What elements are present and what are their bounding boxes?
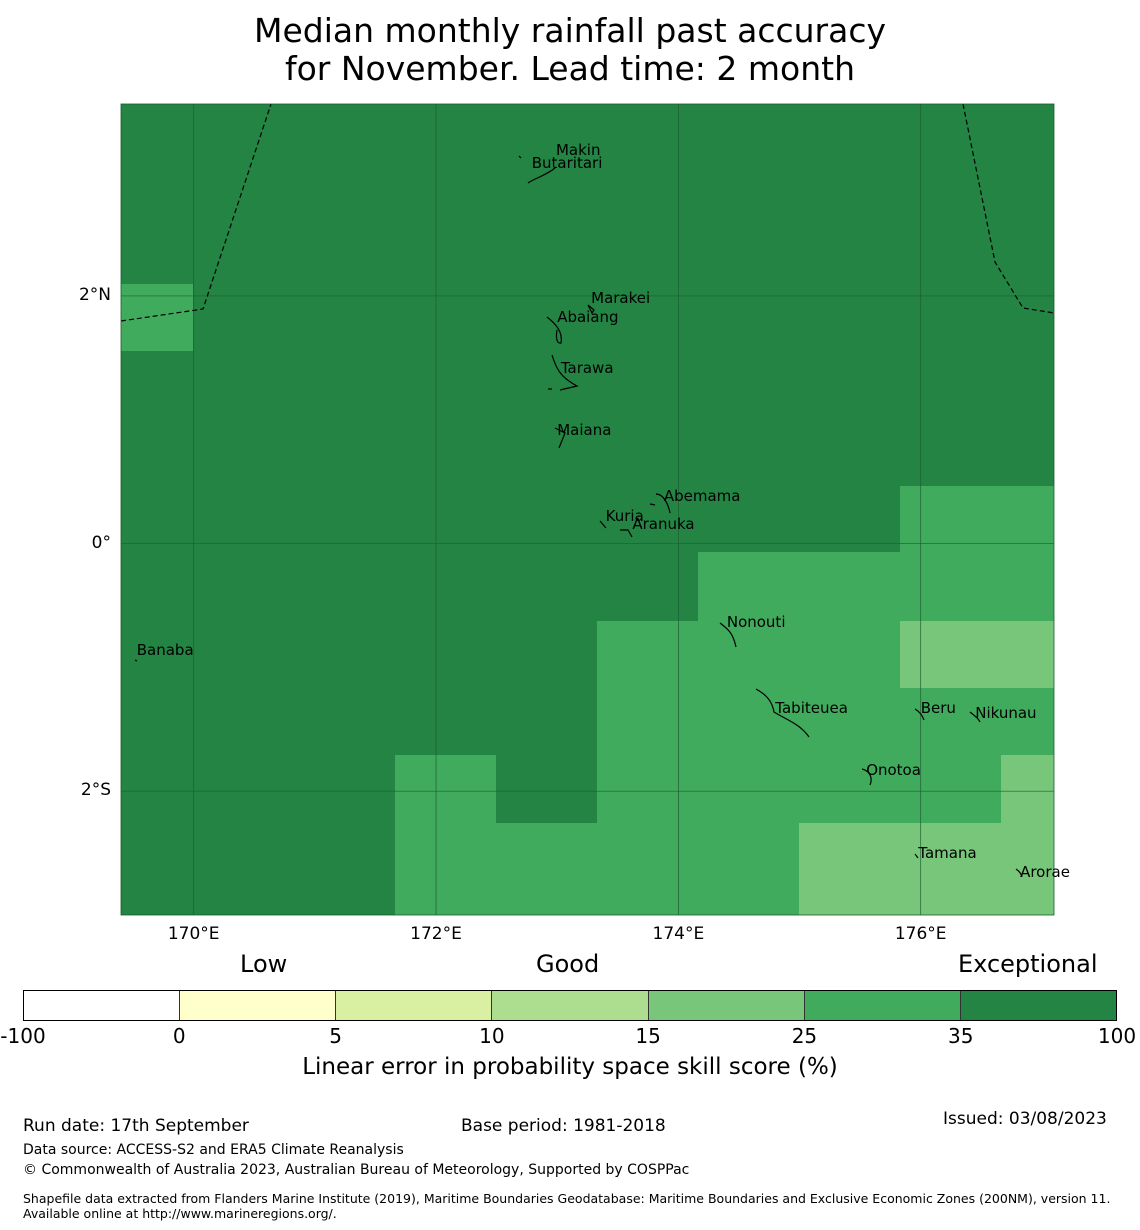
colorbar-tick-label: 0: [172, 1024, 186, 1048]
island-coastline: [649, 493, 671, 514]
island-coastline: [861, 768, 872, 786]
island-label: Tabiteuea: [775, 699, 848, 718]
colorbar-tick-label: -100: [0, 1024, 46, 1048]
colorbar-segment: [960, 991, 1116, 1020]
data-source: Data source: ACCESS-S2 and ERA5 Climate …: [23, 1142, 404, 1158]
island-label: Nikunau: [975, 704, 1037, 723]
colorbar-tick-label: 5: [329, 1024, 342, 1048]
island-label: Makin: [555, 140, 601, 159]
island-coastline: [554, 427, 566, 449]
skill-cell-region: [395, 621, 1054, 915]
island-label: Abemama: [663, 487, 741, 506]
colorbar-segment: [24, 991, 181, 1020]
colorbar-category-low: Low: [240, 950, 288, 978]
colorbar: [23, 990, 1117, 1021]
colorbar-segment: [336, 991, 493, 1020]
skill-cell-region: [900, 621, 1054, 688]
longitude-tick-label: 174°E: [652, 924, 705, 944]
island-coastline: [518, 155, 522, 159]
base-period: Base period: 1981-2018: [461, 1116, 666, 1136]
longitude-tick-label: 172°E: [410, 924, 462, 944]
island-label: Arorae: [1020, 862, 1070, 881]
colorbar-tick-label: 25: [791, 1024, 818, 1048]
island-coastline: [755, 688, 810, 738]
colorbar-tick-label: 10: [479, 1024, 505, 1048]
island-coastline: [587, 304, 595, 315]
skill-cell-region: [900, 486, 1054, 621]
colorbar-segment: [804, 991, 961, 1020]
colorbar-label: Linear error in probability space skill …: [302, 1054, 838, 1080]
island-label: Nonouti: [726, 612, 786, 631]
eez-boundaries: [120, 103, 1055, 322]
copyright: © Commonwealth of Australia 2023, Austra…: [23, 1162, 690, 1178]
map-title-line-2: for November. Lead time: 2 month: [284, 49, 855, 88]
island-coastline: [548, 354, 579, 391]
island-coastline: [546, 316, 562, 344]
run-date: Run date: 17th September: [23, 1116, 249, 1136]
island-coastline: [914, 853, 919, 859]
skill-cell-region: [698, 552, 900, 621]
map-title-line-1: Median monthly rainfall past accuracy: [253, 11, 887, 50]
graticule: [121, 104, 1054, 915]
colorbar-segment: [648, 991, 805, 1020]
latitude-tick-label: 0°: [91, 532, 111, 553]
skill-cell-region: [799, 823, 1054, 915]
island-label: Tamana: [918, 844, 977, 863]
island-coastline: [1015, 868, 1023, 878]
colorbar-tick-label: 100: [1097, 1024, 1137, 1048]
island-label: Banaba: [136, 641, 194, 660]
island-coastline: [969, 711, 981, 723]
longitude-tick-label: 170°E: [167, 924, 220, 944]
island-coastline: [134, 659, 138, 662]
island-label: Maiana: [557, 420, 612, 439]
island-coastline: [527, 167, 556, 184]
eez-boundary-west: [120, 103, 272, 322]
island-coastline: [599, 520, 633, 538]
colorbar-segment: [492, 991, 649, 1020]
map-frame: [120, 103, 1055, 916]
eez-boundary-east: [962, 103, 1055, 314]
island-label: Onotoa: [866, 761, 921, 780]
colorbar-tick-label: 35: [947, 1024, 974, 1048]
longitude-tick-label: 176°E: [894, 924, 947, 944]
map-panel: [120, 103, 1055, 916]
skill-cell-region: [121, 284, 193, 351]
island-coastlines: [134, 155, 1023, 878]
colorbar-category-good: Good: [536, 950, 600, 978]
latitude-tick-label: 2°N: [78, 284, 111, 305]
island-label: Aranuka: [632, 514, 695, 533]
island-coastline: [719, 622, 737, 648]
island-label: Tarawa: [560, 358, 614, 377]
shapefile-credit: Shapefile data extracted from Flanders M…: [23, 1191, 1111, 1221]
island-label: Beru: [920, 699, 956, 718]
colorbar-category-exceptional: Exceptional: [958, 950, 1098, 978]
island-label: Marakei: [591, 289, 651, 308]
colorbar-segment: [180, 991, 337, 1020]
latitude-tick-label: 2°S: [80, 780, 111, 801]
island-label: Kuria: [605, 507, 644, 526]
skill-score-cells: [121, 104, 1054, 915]
colorbar-tick-label: 15: [635, 1024, 661, 1048]
island-label: Butaritari: [531, 154, 603, 173]
issued-date: Issued: 03/08/2023: [943, 1109, 1107, 1129]
island-label: Abaiang: [557, 307, 619, 326]
island-coastline: [914, 708, 925, 721]
